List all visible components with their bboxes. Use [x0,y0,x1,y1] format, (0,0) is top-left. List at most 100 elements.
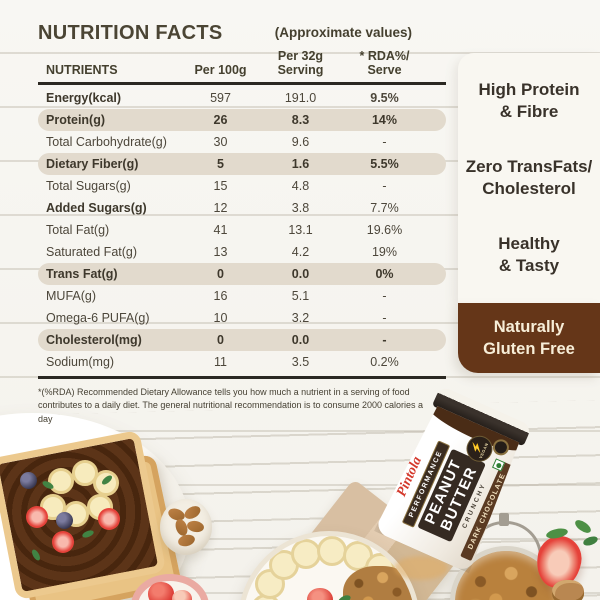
table-row: Dietary Fiber(g) 5 1.6 5.5% [38,152,446,175]
per-100g-value: 0 [217,332,224,347]
nutrition-facts-panel: NUTRITION FACTS (Approximate values) NUT… [38,22,446,426]
nutrient-name: Saturated Fat(g) [46,244,138,259]
strawberry [172,590,192,600]
mint-sprig [582,534,599,548]
rda-value: 7.7% [370,200,399,215]
table-row: Omega-6 PUFA(g) 10 3.2 - [38,307,446,329]
table-body: Energy(kcal) 597 191.0 9.5% Protein(g) 2… [38,87,446,379]
claim-zero-transfats: Zero TransFats/ Cholesterol [465,156,593,198]
per-100g-value: 41 [213,222,228,237]
facts-subtitle: (Approximate values) [274,25,412,40]
per-32g-value: 4.8 [291,178,310,193]
mint-sprig [573,517,593,536]
rda-value: - [382,134,387,149]
per-100g-value: 5 [217,156,224,171]
per-100g-value: 597 [210,90,231,105]
per-32g-value: 4.2 [291,244,310,259]
table-row: Saturated Fat(g) 13 4.2 19% [38,241,446,263]
nutrient-name: Total Fat(g) [46,222,110,237]
strawberry [148,582,174,600]
strawberry-slice [52,531,74,553]
honey-smear [394,556,448,580]
column-header-nutrients: NUTRIENTS [46,63,118,78]
rda-value: - [382,310,387,325]
facts-header: NUTRITION FACTS (Approximate values) [38,22,446,45]
per-100g-value: 0 [217,266,224,281]
nutrient-name: Total Sugars(g) [46,178,131,193]
table-row: Total Sugars(g) 15 4.8 - [38,175,446,197]
almond [182,503,203,522]
per-32g-value: 3.5 [291,354,310,369]
per-32g-value: 5.1 [291,288,310,303]
rda-value: 19.6% [366,222,403,237]
jar-clasp [499,513,509,526]
rda-footnote: *(%RDA) Recommended Dietary Allowance te… [38,386,424,424]
rda-value: 0% [375,266,394,281]
strawberry-slice [98,508,120,530]
banana-slice [48,468,74,494]
rda-value: 0.2% [370,354,399,369]
walnut [552,580,584,600]
per-32g-value: 3.2 [291,310,310,325]
table-row: Cholesterol(mg) 0 0.0 - [38,328,446,351]
table-row: Sodium(mg) 11 3.5 0.2% [38,351,446,373]
per-32g-value: 9.6 [291,134,310,149]
table-row: Trans Fat(g) 0 0.0 0% [38,262,446,285]
nutrient-name: Total Carbohydrate(g) [46,134,167,149]
per-100g-value: 30 [213,134,228,149]
table-row: MUFA(g) 16 5.1 - [38,285,446,307]
per-100g-value: 16 [213,288,228,303]
nutrient-name: Trans Fat(g) [46,266,118,281]
per-32g-value: 191.0 [284,90,317,105]
claims-panel: High Protein & Fibre Zero TransFats/ Cho… [458,53,600,303]
claim-high-protein: High Protein & Fibre [478,80,580,122]
gluten-free-badge: Naturally Gluten Free [458,303,600,373]
table-column-headers: NUTRIENTS Per 100g Per 32g Serving * RDA… [38,49,446,85]
per-100g-value: 13 [213,244,228,259]
nutrient-name: Sodium(mg) [46,354,115,369]
banana-slice [317,536,347,566]
per-100g-value: 26 [213,112,228,127]
blueberry [20,472,37,489]
per-100g-value: 11 [214,354,227,369]
per-32g-value: 1.6 [291,156,310,171]
per-32g-value: 3.8 [291,200,310,215]
page-title: NUTRITION FACTS [38,22,223,44]
per-32g-value: 0.0 [291,332,310,347]
rda-value: - [382,178,387,193]
strawberry-slice [26,506,48,528]
table-row: Total Carbohydrate(g) 30 9.6 - [38,131,446,153]
rda-value: 19% [371,244,398,259]
per-100g-value: 10 [213,310,228,325]
almond [186,519,205,534]
nutrient-name: MUFA(g) [46,288,96,303]
column-header-rda: * RDA%/ Serve [359,49,410,78]
per-100g-value: 12 [213,200,228,215]
blueberry [56,512,73,529]
per-32g-value: 13.1 [288,222,313,237]
table-row: Added Sugars(g) 12 3.8 7.7% [38,197,446,219]
table-row: Energy(kcal) 597 191.0 9.5% [38,87,446,109]
nutrient-name: Added Sugars(g) [46,200,147,215]
per-32g-value: 0.0 [291,266,310,281]
almond-cup [160,499,212,555]
column-header-per100g: Per 100g [194,63,247,78]
nutrient-name: Energy(kcal) [46,90,122,105]
nutrient-name: Omega-6 PUFA(g) [46,310,150,325]
column-header-per32g: Per 32g Serving [277,49,324,78]
rda-value: 9.5% [370,90,399,105]
per-32g-value: 8.3 [291,112,310,127]
rda-value: - [382,288,387,303]
table-row: Protein(g) 26 8.3 14% [38,108,446,131]
rda-value: 14% [371,112,398,127]
per-100g-value: 15 [213,178,228,193]
nutrient-name: Protein(g) [46,112,106,127]
rda-value: - [382,332,387,347]
nutrient-name: Cholesterol(mg) [46,332,142,347]
rda-value: 5.5% [370,156,399,171]
claim-healthy-tasty: Healthy & Tasty [498,233,560,275]
table-row: Total Fat(g) 41 13.1 19.6% [38,219,446,241]
strawberry [307,588,333,600]
